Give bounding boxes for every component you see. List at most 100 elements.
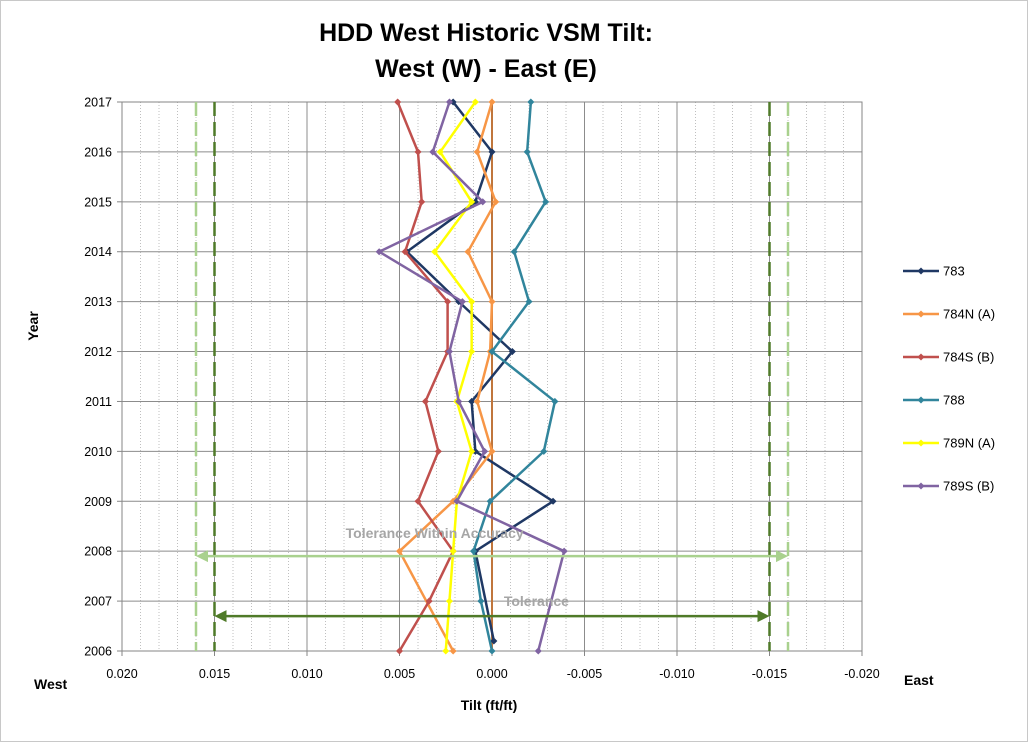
data-point	[540, 447, 548, 455]
legend-marker	[917, 396, 925, 404]
data-point	[488, 647, 496, 655]
data-point	[492, 198, 500, 206]
data-point	[429, 148, 437, 156]
legend-marker	[917, 310, 925, 318]
annotation-arrowhead-right	[776, 550, 788, 563]
legend-label: 789S (B)	[943, 479, 994, 494]
y-tick-label: 2014	[84, 245, 112, 259]
x-tick-label: 0.015	[199, 667, 230, 681]
x-tick-label: -0.005	[567, 667, 602, 681]
x-tick-label: -0.010	[659, 667, 694, 681]
legend-marker	[917, 439, 925, 447]
data-point	[444, 298, 452, 306]
y-tick-label: 2010	[84, 445, 112, 459]
y-axis-title: Year	[25, 311, 41, 341]
data-point	[431, 248, 439, 256]
x-axis-title: Tilt (ft/ft)	[461, 697, 518, 713]
data-point	[486, 497, 494, 505]
data-point	[375, 248, 383, 256]
data-point	[445, 597, 453, 605]
y-tick-label: 2013	[84, 295, 112, 309]
data-point	[523, 148, 531, 156]
data-point	[488, 447, 496, 455]
data-point	[453, 497, 461, 505]
data-point	[488, 298, 496, 306]
annotation-arrowhead-right	[757, 610, 770, 623]
data-point	[488, 98, 496, 106]
annotation-arrowhead-left	[214, 610, 227, 623]
x-tick-label: 0.005	[384, 667, 415, 681]
y-tick-label: 2016	[84, 145, 112, 159]
legend-label: 783	[943, 264, 965, 279]
data-point	[468, 298, 476, 306]
annotation-arrowhead-left	[196, 550, 208, 563]
x-tick-label: 0.020	[106, 667, 137, 681]
data-point	[455, 397, 463, 405]
chart-title-line1: HDD West Historic VSM Tilt:	[319, 19, 653, 47]
data-point	[436, 148, 444, 156]
x-tick-label: -0.020	[844, 667, 879, 681]
data-point	[418, 198, 426, 206]
data-point	[421, 397, 429, 405]
series-line	[433, 101, 477, 652]
data-point	[527, 98, 535, 106]
data-point	[468, 198, 476, 206]
x-west-label: West	[34, 676, 68, 692]
annotation-label: Tolerance Within Accuracy	[346, 525, 524, 541]
legend-label: 784S (B)	[943, 350, 994, 365]
data-point	[468, 447, 476, 455]
legend-marker	[917, 482, 925, 490]
data-point	[394, 98, 402, 106]
data-point	[468, 397, 476, 405]
legend-label: 789N (A)	[943, 436, 995, 451]
series-line	[472, 101, 557, 652]
data-point	[449, 98, 457, 106]
y-tick-label: 2011	[85, 395, 112, 409]
chart-title-line2: West (W) - East (E)	[375, 55, 597, 83]
y-tick-label: 2007	[84, 595, 112, 609]
data-point	[549, 497, 557, 505]
data-point	[425, 597, 433, 605]
data-point	[481, 447, 489, 455]
data-point	[479, 198, 487, 206]
data-point	[395, 647, 404, 655]
data-point	[534, 647, 542, 655]
data-point	[449, 547, 457, 555]
x-tick-label: -0.015	[752, 667, 787, 681]
data-point	[445, 98, 453, 106]
data-point	[473, 397, 481, 405]
legend-marker	[917, 353, 925, 361]
data-point	[551, 397, 559, 405]
data-point	[469, 547, 478, 555]
data-point	[490, 637, 498, 645]
data-point	[414, 497, 422, 505]
data-point	[401, 248, 409, 256]
data-point	[458, 298, 466, 306]
data-point	[445, 348, 453, 356]
y-tick-label: 2015	[84, 195, 112, 209]
data-point	[510, 248, 518, 256]
y-tick-label: 2017	[84, 96, 112, 110]
data-point	[395, 547, 404, 555]
data-point	[525, 298, 533, 306]
x-tick-label: 0.010	[291, 667, 322, 681]
data-point	[477, 597, 485, 605]
y-tick-label: 2006	[84, 645, 112, 659]
y-tick-label: 2009	[84, 495, 112, 509]
annotation-label: Tolerance	[504, 593, 569, 609]
data-point	[488, 148, 496, 156]
legend-marker	[917, 267, 925, 275]
data-point	[473, 148, 481, 156]
data-point	[488, 348, 496, 356]
legend-label: 784N (A)	[943, 307, 995, 322]
data-point	[471, 447, 479, 455]
y-tick-label: 2012	[84, 345, 112, 359]
x-east-label: East	[904, 672, 934, 688]
legend-label: 788	[943, 393, 965, 408]
data-point	[471, 98, 479, 106]
data-point	[449, 647, 457, 655]
x-tick-label: 0.000	[476, 667, 507, 681]
data-point	[560, 547, 568, 555]
